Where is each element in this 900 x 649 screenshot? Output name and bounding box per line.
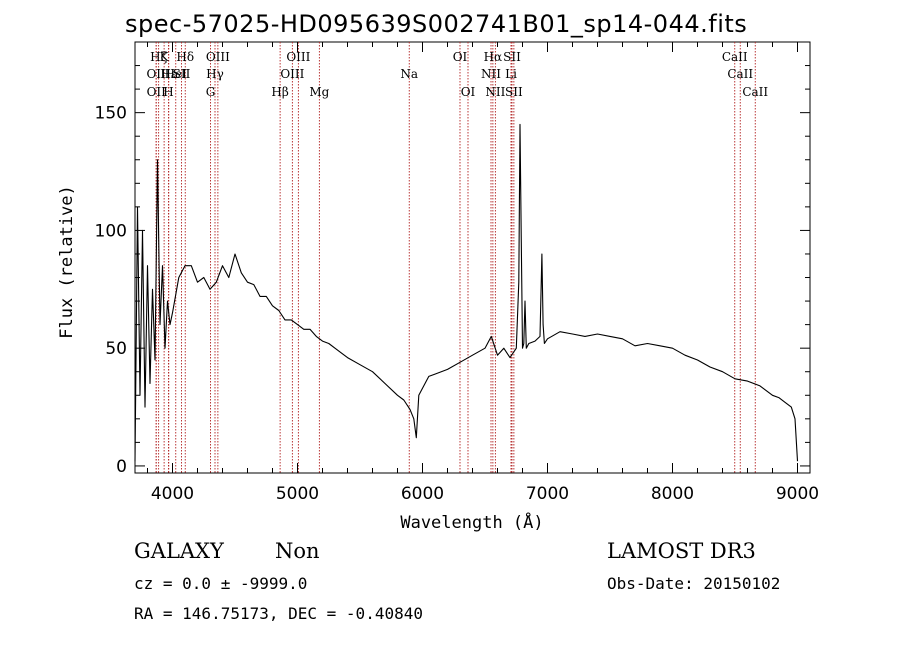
line-label-20: Hα [484, 50, 503, 64]
spectrum-series [134, 123, 799, 462]
object-subclass: Non [275, 539, 320, 563]
y-tick-label-2: 100 [95, 221, 127, 241]
x-axis-label: Wavelength (Å) [400, 511, 543, 533]
axes: 4000 5000 6000 7000 8000 9000 0 50 100 150 [95, 42, 819, 504]
line-label-21: NII [485, 85, 505, 99]
line-label-5: HeI [165, 67, 188, 81]
redshift-text: cz = 0.0 ± -9999.0 [134, 574, 308, 593]
line-label-13: OIII [280, 67, 304, 81]
x-tick-label-5: 9000 [776, 484, 819, 504]
x-tick-label-3: 7000 [526, 484, 569, 504]
line-label-19: NII [481, 67, 501, 81]
line-label-3: Hε [160, 67, 177, 81]
line-label-8: SII [173, 67, 191, 81]
y-tick-label-3: 150 [95, 104, 127, 124]
line-label-16: Na [400, 67, 418, 81]
x-tick-label-4: 8000 [651, 484, 694, 504]
spectrum-line [134, 123, 799, 462]
chart-title: spec-57025-HD095639S002741B01_sp14-044.f… [125, 10, 748, 38]
survey-name: LAMOST DR3 [607, 539, 756, 563]
line-label-9: Hγ [206, 67, 224, 81]
line-label-26: CaII [727, 67, 753, 81]
line-label-27: CaII [742, 85, 768, 99]
line-label-2: Hζ [150, 50, 167, 64]
line-label-25: CaII [722, 50, 748, 64]
line-label-14: OIII [286, 50, 310, 64]
line-label-15: Mg [309, 85, 329, 99]
line-label-12: Hβ [271, 85, 288, 99]
line-label-23: SII [503, 50, 521, 64]
line-label-4: K [160, 50, 170, 64]
observation-date: Obs-Date: 20150102 [607, 574, 781, 593]
x-tick-label-0: 4000 [151, 484, 194, 504]
y-axis-label: Flux (relative) [57, 185, 77, 339]
line-label-18: OI [461, 85, 476, 99]
x-tick-label-2: 6000 [401, 484, 444, 504]
line-label-17: OI [453, 50, 468, 64]
y-tick-label-1: 50 [105, 339, 127, 359]
line-label-11: OIII [206, 50, 230, 64]
line-label-10: G [206, 85, 216, 99]
line-label-1: OII [147, 85, 167, 99]
emission-line-markers [155, 42, 756, 473]
x-tick-label-1: 5000 [276, 484, 319, 504]
line-label-6: H [163, 85, 173, 99]
object-class: GALAXY [134, 539, 224, 563]
line-label-0: OII [146, 67, 166, 81]
emission-line-labels: OII OII Hζ Hε K HeI H Hδ SII Hγ G OIII Hβ OIII OIII Mg N… [146, 50, 768, 99]
line-label-24: SII [505, 85, 523, 99]
line-label-7: Hδ [176, 50, 194, 64]
line-label-22: Li [505, 67, 517, 81]
coordinates-text: RA = 146.75173, DEC = -0.40840 [134, 604, 423, 623]
y-tick-label-0: 0 [116, 457, 127, 477]
